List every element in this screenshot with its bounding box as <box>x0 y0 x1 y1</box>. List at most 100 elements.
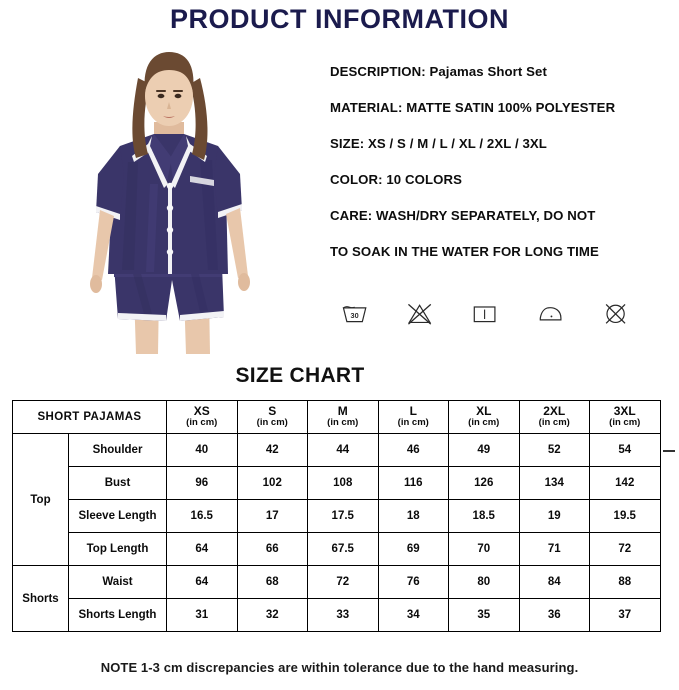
table-row: Top Shoulder 40 42 44 46 49 52 54 <box>12 433 661 566</box>
size-label: S <box>268 403 277 418</box>
cell-sleeve-m: 17.5 <box>307 499 379 533</box>
header-size-m: M (in cm) <box>307 400 379 434</box>
cell-sleeve-l: 18 <box>377 499 449 533</box>
size-label: L <box>409 403 417 418</box>
size-unit: (in cm) <box>327 417 359 429</box>
cell-toplen-xs: 64 <box>166 532 238 566</box>
row-label-bust: Bust <box>68 466 167 500</box>
table-title-cell: SHORT PAJAMAS <box>12 400 167 434</box>
row-label-shorts-length: Shorts Length <box>68 598 167 632</box>
cell-toplen-l: 69 <box>377 532 449 566</box>
size-label: M <box>337 403 348 418</box>
size-unit: (in cm) <box>609 417 641 429</box>
product-spec-list: DESCRIPTION: Pajamas Short Set MATERIAL:… <box>330 64 674 280</box>
table-header-row: SHORT PAJAMAS XS (in cm) S (in cm) M (in… <box>12 400 661 434</box>
cell-shortslen-xl: 35 <box>448 598 520 632</box>
table-row: Shorts Length 31 32 33 34 35 36 37 <box>13 598 661 632</box>
care-symbols-row: 30 <box>340 298 630 328</box>
cell-waist-m: 72 <box>307 565 379 599</box>
row-label-top-length: Top Length <box>68 532 167 566</box>
cell-waist-l: 76 <box>377 565 449 599</box>
row-label-waist: Waist <box>68 565 167 599</box>
right-edge-tick-mark <box>663 450 675 452</box>
cell-shoulder-2xl: 52 <box>518 433 590 467</box>
size-unit: (in cm) <box>256 417 288 429</box>
header-size-xl: XL (in cm) <box>448 400 520 434</box>
cell-toplen-3xl: 72 <box>589 532 661 566</box>
size-unit: (in cm) <box>538 417 570 429</box>
cell-bust-m: 108 <box>307 466 379 500</box>
table-row: Shorts Waist 64 68 72 76 80 84 88 <box>12 565 661 632</box>
table-row: Top Length 64 66 67.5 69 70 71 72 <box>13 532 661 566</box>
table-row: Sleeve Length 16.5 17 17.5 18 18.5 19 19… <box>13 499 661 533</box>
spec-description: DESCRIPTION: Pajamas Short Set <box>330 64 547 79</box>
cell-shoulder-m: 44 <box>307 433 379 467</box>
cell-sleeve-3xl: 19.5 <box>589 499 661 533</box>
cell-bust-l: 116 <box>377 466 449 500</box>
size-unit: (in cm) <box>397 417 429 429</box>
wash-tub-30-icon: 30 <box>342 306 367 323</box>
size-label: XS <box>193 403 210 418</box>
cell-bust-3xl: 142 <box>589 466 661 500</box>
size-unit: (in cm) <box>468 417 500 429</box>
cell-shortslen-3xl: 37 <box>589 598 661 632</box>
cell-shoulder-xl: 49 <box>448 433 520 467</box>
page-title: PRODUCT INFORMATION <box>170 4 509 34</box>
iron-icon <box>539 307 562 321</box>
row-label-shoulder: Shoulder <box>68 433 167 467</box>
group-label-top: Top <box>12 433 69 566</box>
product-photo <box>62 34 284 354</box>
cell-bust-2xl: 134 <box>518 466 590 500</box>
do-not-bleach-icon <box>408 303 432 325</box>
cell-bust-s: 102 <box>236 466 308 500</box>
cell-bust-xs: 96 <box>166 466 238 500</box>
size-chart-table-wrapper: SHORT PAJAMAS XS (in cm) S (in cm) M (in… <box>12 400 661 632</box>
cell-shortslen-s: 32 <box>236 598 308 632</box>
size-label: 2XL <box>543 403 566 418</box>
header-size-l: L (in cm) <box>377 400 449 434</box>
spec-size: SIZE: XS / S / M / L / XL / 2XL / 3XL <box>330 136 547 151</box>
cell-sleeve-s: 17 <box>236 499 308 533</box>
cell-sleeve-xl: 18.5 <box>448 499 520 533</box>
cell-shoulder-xs: 40 <box>166 433 238 467</box>
cell-bust-xl: 126 <box>448 466 520 500</box>
cell-sleeve-2xl: 19 <box>518 499 590 533</box>
spec-care-line2: TO SOAK IN THE WATER FOR LONG TIME <box>330 244 599 259</box>
cell-waist-3xl: 88 <box>589 565 661 599</box>
size-unit: (in cm) <box>186 417 218 429</box>
cell-shoulder-3xl: 54 <box>589 433 661 467</box>
cell-shoulder-s: 42 <box>236 433 308 467</box>
cell-shoulder-l: 46 <box>377 433 449 467</box>
cell-waist-xs: 64 <box>166 565 238 599</box>
cell-shortslen-l: 34 <box>377 598 449 632</box>
size-chart-heading: SIZE CHART <box>235 364 365 387</box>
spec-care-line1: CARE: WASH/DRY SEPARATELY, DO NOT <box>330 208 596 223</box>
cell-waist-xl: 80 <box>448 565 520 599</box>
cell-toplen-m: 67.5 <box>307 532 379 566</box>
cell-shortslen-xs: 31 <box>166 598 238 632</box>
cell-toplen-s: 66 <box>236 532 308 566</box>
size-label: XL <box>476 403 492 418</box>
drip-dry-icon <box>474 306 496 323</box>
header-size-2xl: 2XL (in cm) <box>518 400 590 434</box>
cell-waist-2xl: 84 <box>518 565 590 599</box>
cell-toplen-xl: 70 <box>448 532 520 566</box>
cell-toplen-2xl: 71 <box>518 532 590 566</box>
measurement-note: NOTE 1-3 cm discrepancies are within tol… <box>100 660 579 675</box>
row-label-sleeve-length: Sleeve Length <box>68 499 167 533</box>
cell-waist-s: 68 <box>236 565 308 599</box>
spec-color: COLOR: 10 COLORS <box>330 172 463 187</box>
header-size-s: S (in cm) <box>236 400 308 434</box>
cell-sleeve-xs: 16.5 <box>166 499 238 533</box>
header-size-xs: XS (in cm) <box>166 400 238 434</box>
group-label-shorts: Shorts <box>12 565 69 632</box>
spec-material: MATERIAL: MATTE SATIN 100% POLYESTER <box>330 100 616 115</box>
do-not-dry-clean-icon <box>605 303 626 324</box>
wash-temp-label: 30 <box>351 311 359 320</box>
cell-shortslen-m: 33 <box>307 598 379 632</box>
size-label: 3XL <box>613 403 636 418</box>
cell-shortslen-2xl: 36 <box>518 598 590 632</box>
header-size-3xl: 3XL (in cm) <box>589 400 661 434</box>
size-chart-table: SHORT PAJAMAS XS (in cm) S (in cm) M (in… <box>12 400 661 632</box>
table-row: Bust 96 102 108 116 126 134 142 <box>13 466 661 500</box>
